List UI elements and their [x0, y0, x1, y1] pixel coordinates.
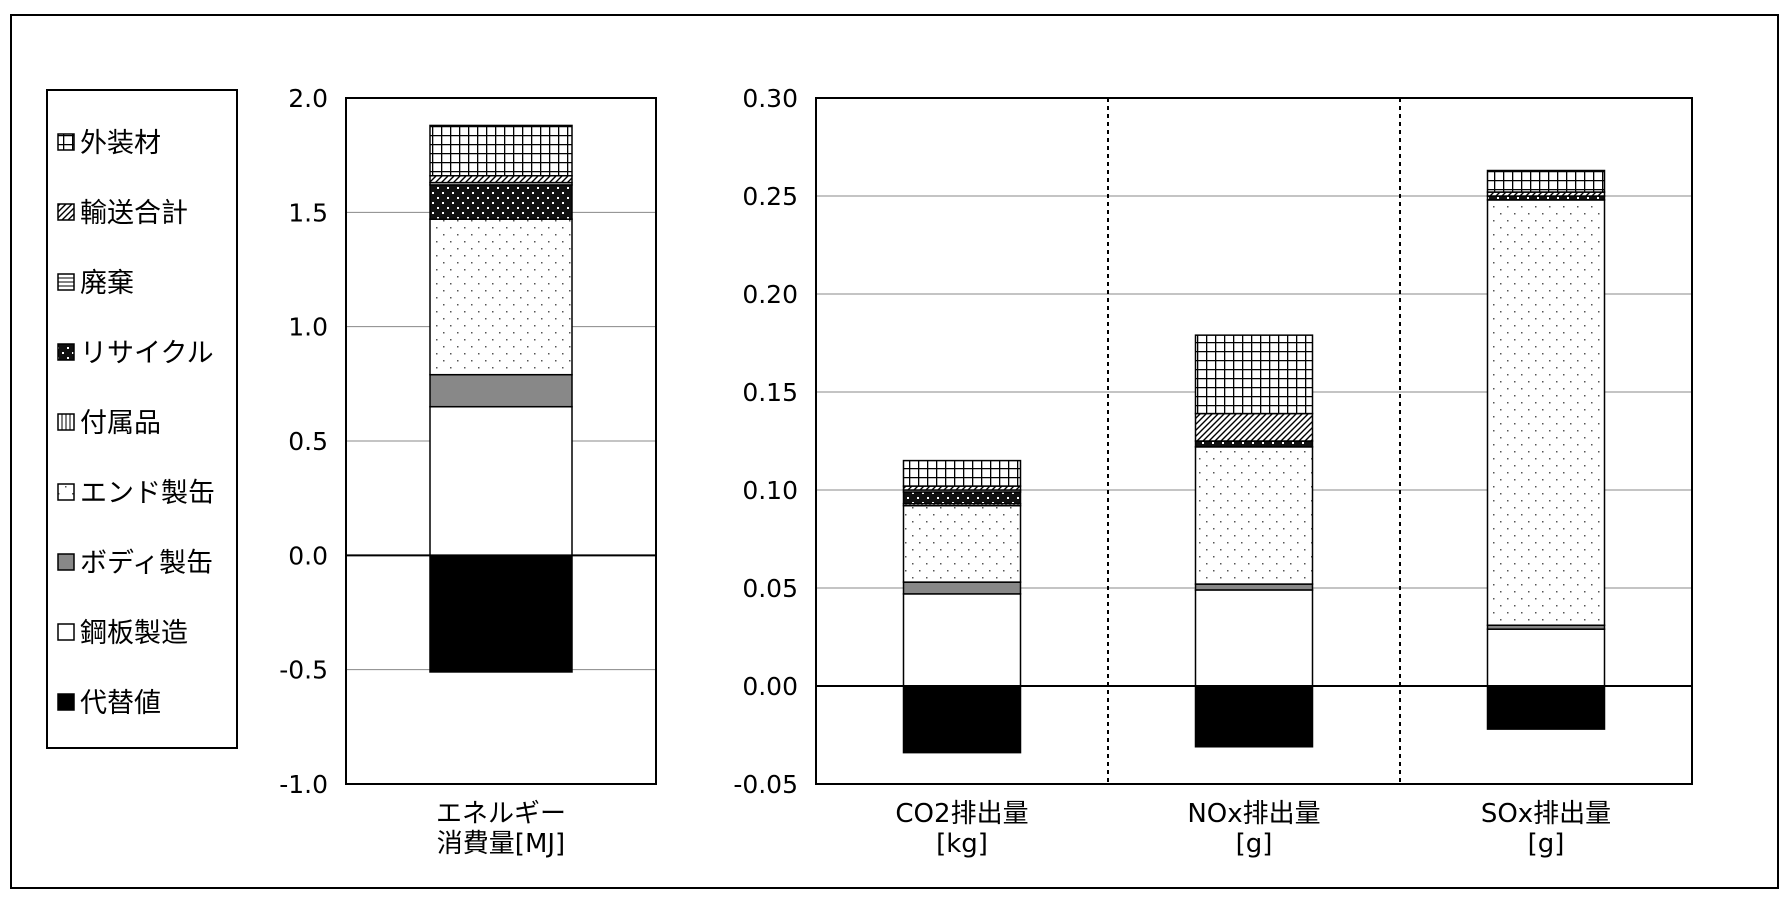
legend-swatch: [57, 693, 75, 711]
legend-swatch: [57, 133, 75, 151]
x-category-label: エネルギー: [436, 799, 566, 829]
y-tick-label: 1.5: [288, 198, 328, 227]
bar-segment: [902, 491, 1022, 505]
bar-segment: [1194, 446, 1314, 585]
legend-label: 輸送合計: [80, 198, 188, 229]
x-category-label: [kg]: [936, 829, 988, 859]
y-tick-label: 0.0: [288, 541, 328, 570]
bar-segment: [1194, 412, 1314, 442]
legend-swatch: [57, 203, 75, 221]
x-category-label: SOx排出量: [1481, 799, 1611, 829]
legend-swatch: [57, 623, 75, 641]
y-tick-label: -0.05: [733, 770, 798, 799]
x-category-label: NOx排出量: [1187, 799, 1320, 829]
bar-segment: [429, 373, 573, 408]
legend-label: 外装材: [80, 128, 161, 159]
legend-label: ボディ製缶: [80, 548, 213, 579]
bar-segment: [902, 581, 1022, 595]
legend-box: [46, 89, 238, 749]
bar-segment: [429, 218, 573, 376]
bar-segment: [1486, 169, 1606, 193]
bar-segment: [1194, 685, 1314, 748]
y-tick-label: -0.5: [279, 656, 328, 685]
bar-segment: [1194, 440, 1314, 448]
legend-label: 鋼板製造: [80, 618, 188, 649]
bar-segment: [902, 593, 1022, 687]
bar-segment: [1486, 199, 1606, 626]
y-tick-label: 0.15: [742, 378, 798, 407]
legend-label: リサイクル: [80, 338, 214, 369]
bar-segment: [902, 504, 1022, 583]
legend-swatch: [57, 343, 75, 361]
y-tick-label: 1.0: [288, 313, 328, 342]
y-tick-label: 0.25: [742, 182, 798, 211]
bar-segment: [429, 184, 573, 220]
bar-segment: [902, 685, 1022, 754]
bar-segment: [1194, 589, 1314, 687]
legend-swatch: [57, 413, 75, 431]
legend-swatch: [57, 553, 75, 571]
x-category-label: CO2排出量: [895, 799, 1028, 829]
y-tick-label: -1.0: [279, 770, 328, 799]
legend-swatch: [57, 483, 75, 501]
x-category-label: [g]: [1236, 829, 1273, 859]
bar-segment: [429, 554, 573, 673]
emissions-plot: 0.30 0.25 0.20 0.15 0.10 0.05 0.00 -0.05 CO2排出量…: [733, 84, 1693, 859]
y-tick-label: 0.05: [742, 574, 798, 603]
legend-label: 代替値: [80, 688, 161, 719]
legend-label: エンド製缶: [80, 478, 215, 509]
x-category-label: [g]: [1528, 829, 1565, 859]
left-plot-border: [345, 97, 657, 785]
x-category-label: 消費量[MJ]: [437, 829, 565, 859]
y-tick-label: 0.10: [742, 476, 798, 505]
y-tick-label: 0.5: [288, 427, 328, 456]
bar-segment: [429, 174, 573, 184]
y-tick-label: 0.00: [742, 672, 798, 701]
bar-segment: [429, 405, 573, 557]
right-plot-border: [815, 97, 1693, 785]
bar-segment: [1486, 628, 1606, 687]
bar-segment: [429, 124, 573, 177]
bar-segment: [1194, 334, 1314, 415]
y-tick-label: 2.0: [288, 84, 328, 113]
legend-label: 廃棄: [80, 268, 134, 299]
legend-swatch: [57, 273, 75, 291]
bar-segment: [902, 459, 1022, 487]
legend-label: 付属品: [80, 408, 161, 439]
bar-segment: [1194, 583, 1314, 591]
bar-segment: [1486, 685, 1606, 730]
y-tick-label: 0.20: [742, 280, 798, 309]
y-tick-label: 0.30: [742, 84, 798, 113]
chart-frame: [10, 14, 1779, 889]
